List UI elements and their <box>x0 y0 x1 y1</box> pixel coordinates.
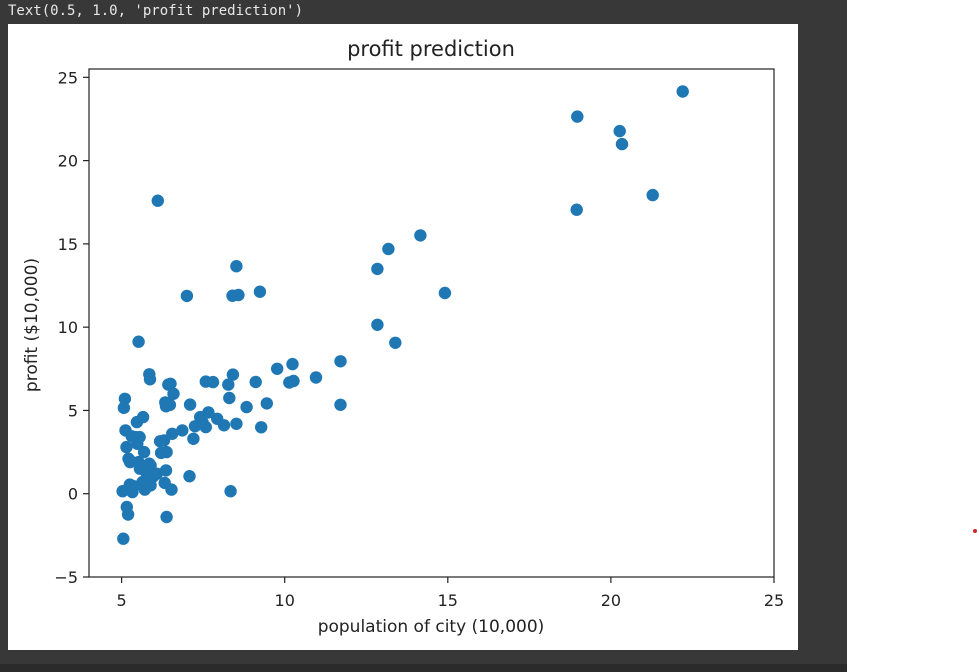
scatter-point <box>676 85 689 98</box>
scatter-point <box>309 371 323 384</box>
scatter-point <box>117 532 130 545</box>
output-bottom-border <box>0 664 847 672</box>
x-tick-label: 5 <box>117 591 127 610</box>
scatter-point <box>187 432 200 445</box>
x-axis-label: population of city (10,000) <box>318 617 545 637</box>
scatter-point <box>286 357 299 371</box>
scatter-point <box>414 229 427 242</box>
y-tick-label: 15 <box>58 235 78 254</box>
scatter-point <box>646 188 659 202</box>
y-axis-label: profit ($10,000) <box>22 258 42 392</box>
scatter-point <box>389 336 402 349</box>
scatter-point <box>120 440 133 454</box>
scatter-point <box>230 260 243 273</box>
scatter-point <box>183 470 196 483</box>
scatter-point <box>438 286 452 300</box>
scatter-point <box>255 421 268 434</box>
scatter-point <box>167 387 180 400</box>
right-gutter <box>847 0 979 672</box>
scatter-point <box>371 318 384 331</box>
scatter-point <box>223 391 236 405</box>
red-marker-dot <box>973 529 977 533</box>
scatter-point <box>222 378 235 391</box>
x-tick-label: 25 <box>764 591 784 610</box>
scatter-point <box>206 375 220 389</box>
scatter-point <box>183 398 197 411</box>
scatter-point <box>153 435 167 448</box>
scatter-point <box>117 401 131 415</box>
scatter-point <box>613 124 626 138</box>
scatter-point <box>226 368 240 381</box>
scatter-point <box>571 110 584 123</box>
scatter-point <box>570 203 583 216</box>
plot-frame <box>88 68 775 578</box>
scatter-point <box>180 289 194 303</box>
scatter-point <box>159 396 172 409</box>
scatter-point <box>137 445 151 459</box>
y-tick-label: 25 <box>58 68 78 87</box>
scatter-point <box>334 355 347 368</box>
output-text: Text(0.5, 1.0, 'profit prediction') <box>8 3 304 19</box>
scatter-point <box>232 288 245 302</box>
scatter-point <box>121 508 135 521</box>
scatter-point <box>615 137 629 151</box>
scatter-point <box>224 485 237 498</box>
scatter-point <box>249 375 262 389</box>
scatter-point <box>371 262 384 276</box>
scatter-point <box>160 510 173 524</box>
scatter-point <box>253 285 267 298</box>
y-tick-label: −5 <box>54 568 78 587</box>
scatter-point <box>166 427 179 440</box>
scatter-point <box>230 417 243 430</box>
scatter-point <box>136 410 150 424</box>
scatter-point <box>116 485 129 498</box>
chart-title: profit prediction <box>347 37 515 61</box>
scatter-chart: profit prediction 5 10 15 20 25 −5 0 5 10 15 20 25… <box>22 37 784 637</box>
scatter-point <box>188 420 202 433</box>
scatter-point <box>260 397 273 410</box>
scatter-point <box>123 455 137 469</box>
scatter-point <box>382 242 395 256</box>
scatter-point <box>176 424 189 437</box>
scatter-point <box>143 457 156 470</box>
x-tick-label: 20 <box>601 591 621 610</box>
scatter-point <box>211 412 224 425</box>
x-axis-ticks: 5 10 15 20 25 <box>117 577 784 610</box>
scatter-point <box>132 335 145 348</box>
x-tick-label: 10 <box>275 591 295 610</box>
scatter-point <box>271 362 284 375</box>
scatter-point <box>133 430 146 444</box>
scatter-point <box>151 194 164 207</box>
scatter-point <box>150 467 163 480</box>
scatter-point <box>162 378 175 391</box>
scatter-point <box>118 392 132 405</box>
scatter-point <box>240 400 253 414</box>
figure-canvas: profit prediction 5 10 15 20 25 −5 0 5 10 15 20 25… <box>8 24 798 650</box>
y-axis-ticks: −5 0 5 10 15 20 25 <box>54 68 89 587</box>
scatter-point <box>334 398 347 411</box>
y-tick-label: 20 <box>58 152 78 171</box>
scatter-point <box>143 373 157 386</box>
x-tick-label: 15 <box>438 591 458 610</box>
y-tick-label: 5 <box>68 401 78 420</box>
scatter-point <box>160 445 173 459</box>
y-tick-label: 10 <box>58 318 78 337</box>
data-points <box>116 85 689 545</box>
notebook-output-cell: Text(0.5, 1.0, 'profit prediction') prof… <box>0 0 847 672</box>
scatter-point <box>194 410 207 424</box>
scatter-point <box>287 374 300 388</box>
scatter-point <box>165 483 178 496</box>
y-tick-label: 0 <box>68 485 78 504</box>
